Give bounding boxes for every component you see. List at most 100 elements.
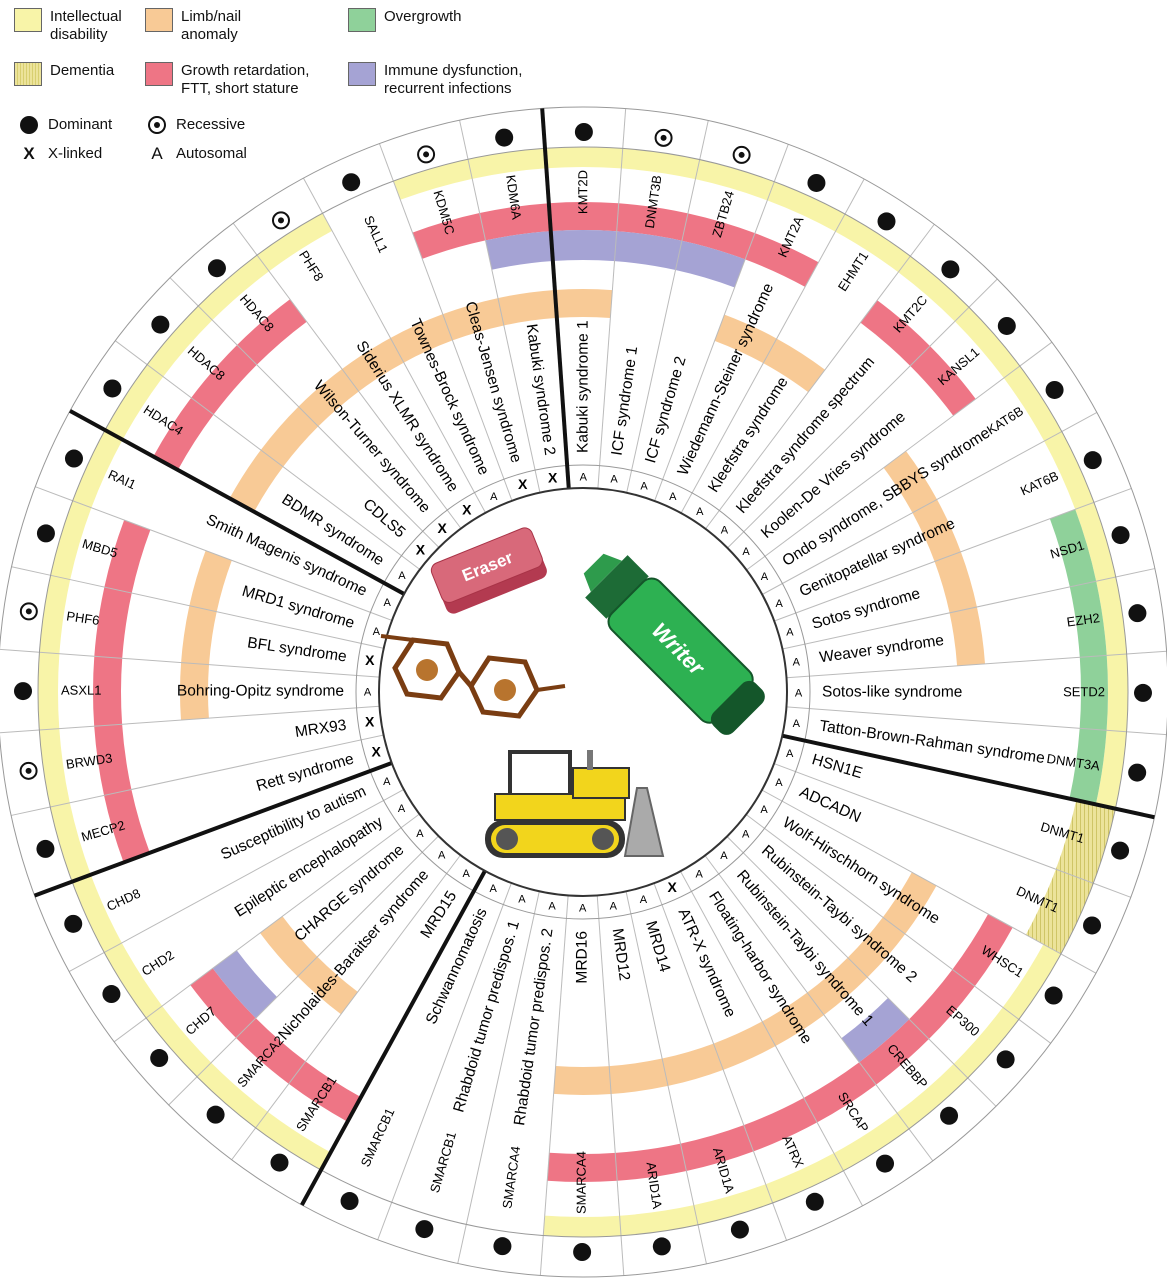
intellectual-disability-band (1096, 576, 1127, 656)
legend-label: Dominant (48, 116, 113, 133)
gene-label: KMT2D (575, 170, 590, 214)
radial-divider (542, 895, 569, 1236)
growth-retardation-band (190, 968, 256, 1038)
radial-divider (39, 651, 380, 678)
legend-growth: Growth retardation, FTT, short stature (145, 62, 309, 98)
x-linked-icon: X (518, 476, 528, 492)
immune-dysfunction-band (614, 231, 682, 271)
intellectual-disability-band (72, 430, 123, 508)
intellectual-disability-band (543, 1215, 622, 1237)
radial-divider (653, 883, 774, 1204)
x-linked-icon: X (437, 520, 447, 536)
radial-divider (625, 891, 699, 1225)
dominant-icon (730, 1220, 749, 1239)
gene-divider (11, 806, 51, 816)
limb-nail-band (883, 451, 938, 513)
intellectual-disability-band (1075, 502, 1116, 582)
marker-cap-band (585, 555, 649, 619)
eraser-icon: Eraser (430, 527, 547, 614)
autosomal-icon: A (416, 828, 424, 840)
immune-dysfunction-band (485, 231, 553, 270)
gene-label: CHD2 (139, 947, 177, 979)
gene-ring (37, 146, 1129, 1238)
dementia-swatch (14, 62, 42, 86)
gene-label: PHF8 (296, 248, 327, 284)
limb-nail-band (713, 1021, 776, 1070)
radial-divider (255, 854, 461, 1129)
gene-divider (11, 566, 51, 576)
intellectual-disability-band (257, 213, 333, 272)
autosomal-icon: A (373, 626, 381, 638)
limb-nail-band (807, 957, 868, 1016)
intellectual-disability-band (39, 728, 70, 808)
radial-divider (467, 159, 541, 493)
legend: Intellectual disability Dementia Limb/na… (0, 0, 600, 170)
radial-divider (196, 835, 439, 1078)
gene-divider (1061, 412, 1098, 433)
intellectual-disability-band (104, 942, 163, 1018)
gene-label: ASXL1 (61, 683, 102, 698)
radial-divider (256, 254, 462, 529)
recessive-dot (25, 767, 32, 774)
gene-label: SETD2 (1063, 684, 1105, 699)
limb-nail-band (390, 314, 453, 363)
gene-label: KAT6B (984, 403, 1026, 437)
radial-divider (322, 213, 486, 514)
gene-divider (1115, 568, 1155, 578)
gene-divider (35, 486, 73, 502)
marker-tip (583, 553, 622, 592)
gene-divider (967, 1077, 997, 1107)
gene-divider (844, 178, 865, 215)
gene-divider (459, 120, 469, 160)
autosomal-icon: A (721, 524, 729, 536)
autosomal-icon: A (518, 894, 526, 906)
bulldozer-wheel (496, 828, 518, 850)
legend-label: Limb/nail anomaly (181, 8, 242, 43)
growth-retardation-band (104, 789, 150, 863)
radial-divider (786, 706, 1127, 733)
autosomal-icon: A (640, 894, 648, 906)
radial-divider (705, 255, 911, 530)
autosomal-icon: A (720, 850, 728, 862)
dominant-icon (1045, 380, 1064, 399)
gene-divider (1093, 487, 1132, 503)
dominant-icon (574, 123, 593, 142)
marker-end (710, 680, 765, 735)
radial-divider (746, 365, 1021, 571)
growth-retardation-band (680, 1125, 754, 1171)
legend-label: Growth retardation, FTT, short stature (181, 62, 310, 97)
gene-divider (113, 1017, 147, 1043)
bulldozer-exhaust (587, 750, 593, 770)
radial-divider (50, 734, 384, 808)
intellectual-disability-band (105, 364, 164, 440)
limb-nail-band (609, 1058, 669, 1095)
limb-nail-band (497, 289, 557, 326)
dominant-icon (1128, 763, 1147, 782)
autosomal-icon: A (669, 491, 677, 503)
gene-label: PHF6 (66, 608, 101, 628)
growth-retardation-band (93, 656, 123, 727)
growth-retardation-band (860, 300, 931, 366)
growth-retardation-band (153, 397, 214, 470)
radial-divider (626, 159, 701, 493)
intellectual-disability-band (619, 1205, 699, 1236)
disease-label: Kabuki syndrome 1 (574, 320, 591, 453)
dominant-icon (270, 1153, 289, 1172)
radial-divider (146, 364, 421, 570)
gene-divider (168, 1076, 198, 1106)
gene-label: EZH2 (1066, 610, 1101, 630)
legend-label: Immune dysfunction, recurrent infections (384, 62, 523, 97)
dominant-icon (20, 116, 38, 134)
dominant-icon (807, 173, 826, 192)
gene-label: SMARCB1 (427, 1130, 459, 1195)
intellectual-disability-band (953, 1007, 1019, 1078)
growth-retardation-band (745, 233, 819, 287)
disease-label: CDLS5 (360, 496, 409, 542)
overgrowth-band (1079, 655, 1108, 731)
intellectual-disability-band (765, 1153, 844, 1203)
growth-retardation-band (615, 1143, 687, 1181)
glasses-icon (380, 634, 566, 719)
gene-divider (620, 1235, 625, 1276)
limb-nail-band (934, 551, 977, 613)
